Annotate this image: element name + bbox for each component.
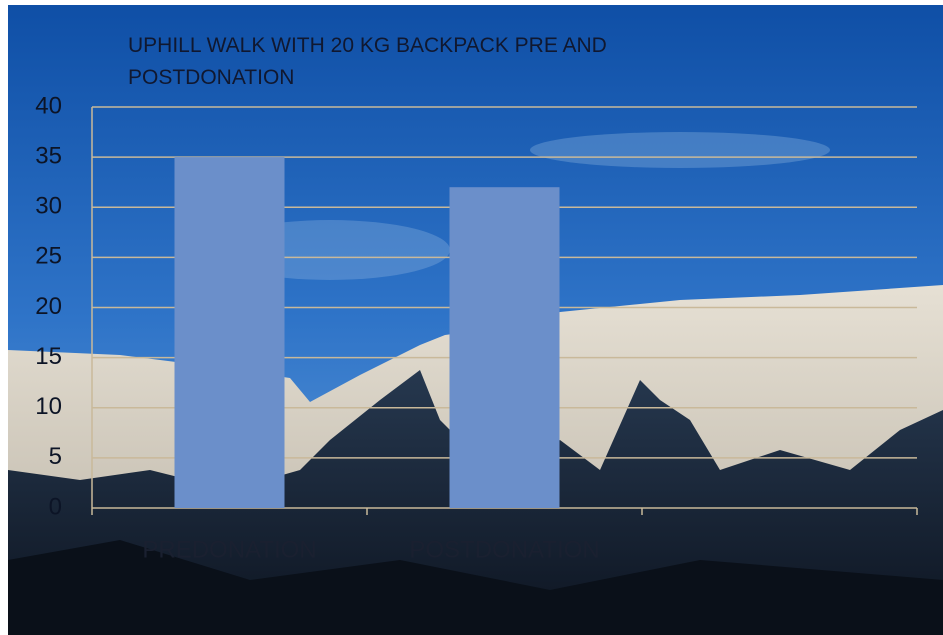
x-tick-label: PREDONATION <box>142 536 316 563</box>
bar <box>449 187 560 508</box>
x-tick-label: POSTDONATION <box>409 536 599 563</box>
plot-area: 0 5 10 15 20 25 30 35 40 PREDONATION POSTDONATION <box>35 92 918 563</box>
y-tick-label: 35 <box>35 142 62 169</box>
y-tick-label: 25 <box>35 243 62 270</box>
bar <box>174 157 285 508</box>
y-tick-label: 10 <box>35 393 62 420</box>
y-tick-label: 20 <box>35 293 62 320</box>
chart-title: UPHILL WALK WITH 20 KG BACKPACK PRE AND … <box>128 34 607 89</box>
y-tick-label: 40 <box>35 92 62 119</box>
y-tick-label: 30 <box>35 193 62 220</box>
y-tick-label: 5 <box>49 443 62 470</box>
y-tick-label: 0 <box>49 493 62 520</box>
y-tick-label: 15 <box>35 343 62 370</box>
